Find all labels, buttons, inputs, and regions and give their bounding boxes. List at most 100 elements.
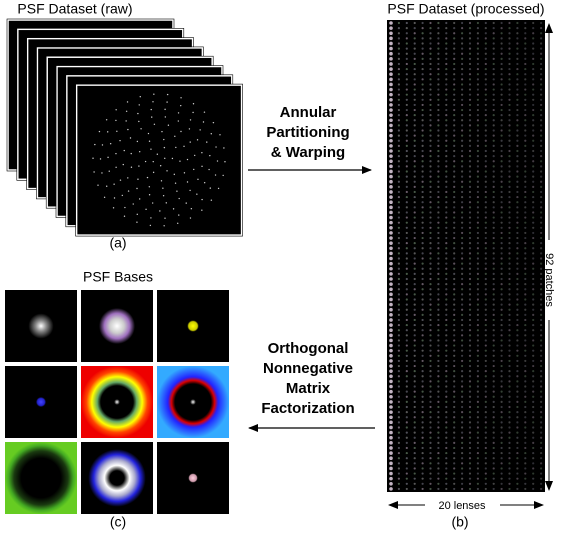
psf-dot [107,156,109,159]
patch-dot [453,216,456,219]
patch-dot [445,108,448,112]
patch-dot [405,277,408,281]
psf-dot [210,199,213,201]
patch-dot [421,400,424,403]
patch-dot [540,344,543,347]
patch-dot [405,83,408,86]
patch-dot [429,323,432,327]
patch-dot [476,257,479,260]
patch-dot [476,385,479,388]
patch-dot [397,67,400,71]
patch-dot [468,88,472,91]
psf-dot [99,158,102,160]
patch-dot [524,170,527,173]
patch-dot [484,416,487,419]
patch-dot [492,288,495,291]
patch-dot [397,165,400,168]
patch-dot [532,57,535,60]
patch-dot [429,252,432,255]
patch-dot [429,318,432,322]
patch-dot [389,456,393,461]
patch-dot [437,400,440,403]
patch-dot [397,236,400,240]
patch-dot [500,467,503,470]
patch-dot [492,226,495,229]
patch-dot [429,426,432,429]
patch-dot [429,170,432,173]
patch-dot [453,165,456,168]
patch-dot [405,349,408,352]
patch-dot [508,42,511,45]
patch-dot [437,364,440,368]
patch-dot [389,138,393,143]
patch-dot [389,318,393,322]
patch-dot [453,155,456,158]
patch-dot [484,349,487,352]
patch-dot [429,67,432,71]
patch-dot [508,57,511,60]
patch-dot [461,242,464,245]
patch-dot [405,482,408,485]
patch-dot [492,426,495,429]
psf-dot [105,119,108,121]
psf-dot [150,217,152,219]
patch-dot [405,190,408,194]
patch-dot [445,441,448,444]
patch-dot [532,236,535,240]
patch-dot [532,247,535,250]
patch-dot [437,436,440,439]
patch-dot [476,487,479,491]
patch-dot [524,288,527,291]
patch-dot [484,93,487,96]
patch-dot [405,57,408,60]
patch-dot [421,47,424,50]
patch-dot [500,175,503,178]
patch-dot [429,370,432,373]
patch-dot [461,160,464,163]
patch-dot [540,390,543,393]
patch-dot [476,364,479,368]
patch-dot [508,211,511,214]
patch-dot [461,216,464,219]
patch-dot [445,462,448,465]
patch-dot [484,313,487,316]
patch-dot [476,293,479,296]
psf-dot [164,157,166,160]
patch-dot [437,165,440,168]
patch-dot [468,124,472,127]
patch-dot [468,57,472,60]
patch-dot [500,482,503,485]
patch-dot [405,134,408,137]
patch-dot [397,272,400,275]
patch-dot [453,436,456,439]
patch-dot [516,42,519,45]
patch-dot [524,323,527,327]
patch-dot [500,395,503,398]
patch-dot [397,175,400,178]
patch-dot [484,47,487,50]
psf-dot [103,196,106,199]
patch-dot [516,119,519,122]
patch-dot [500,247,503,250]
patch-dot [437,211,440,214]
patch-dot [524,318,527,322]
patch-dot [429,160,432,163]
patch-dot [476,93,479,96]
patch-dot [421,129,424,132]
patch-dot [492,78,495,81]
patch-dot [397,149,400,153]
patch-dot [421,482,424,485]
patch-dot [484,411,487,414]
patch-dot [492,380,495,383]
patch-dot [453,180,456,183]
patch-dot [453,257,456,260]
patch-dot [516,426,519,429]
patch-dot [540,283,543,286]
patch-dot [540,395,543,398]
patch-dot [429,175,432,178]
patch-dot [540,477,543,480]
patch-dot [413,344,416,347]
psf-dot [209,187,212,189]
patch-dot [421,477,424,480]
patch-dot [500,83,503,86]
